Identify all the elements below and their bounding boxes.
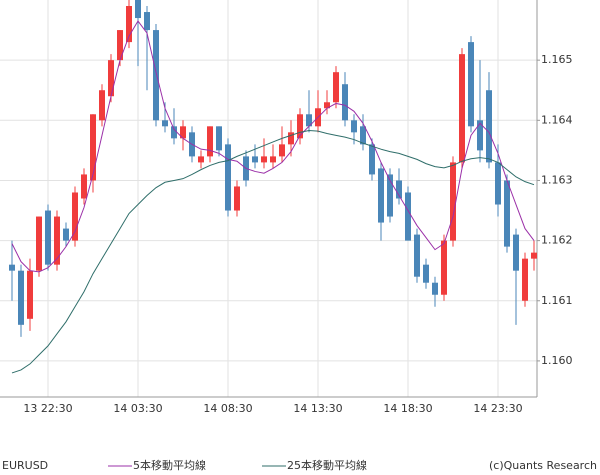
candle-body	[72, 192, 78, 241]
candle-body	[18, 270, 24, 325]
candle-body	[369, 144, 375, 175]
x-tick-label: 14 08:30	[203, 402, 252, 415]
candle-body	[288, 132, 294, 145]
candle-body	[360, 126, 366, 145]
credit: (c)Quants Research	[489, 459, 597, 472]
candle-body	[477, 120, 483, 151]
y-tick-label: 1.163	[541, 173, 573, 186]
candle-body	[9, 264, 15, 271]
candle-body	[450, 162, 456, 241]
y-tick-label: 1.164	[541, 113, 573, 126]
candle-body	[63, 228, 69, 241]
candle-body	[396, 180, 402, 199]
candle-body	[216, 126, 222, 151]
x-tick-label: 14 13:30	[293, 402, 342, 415]
candle-body	[459, 54, 465, 163]
candle-body	[180, 126, 186, 139]
candle-body	[531, 252, 537, 259]
candle-body	[162, 120, 168, 127]
y-tick-label: 1.165	[541, 53, 573, 66]
candle-body	[468, 42, 474, 127]
ma-line	[11, 20, 535, 273]
legend-label: 5本移動平均線	[133, 458, 206, 472]
candle-body	[432, 282, 438, 295]
candle-body	[342, 84, 348, 121]
x-tick-label: 14 23:30	[473, 402, 522, 415]
candle-body	[441, 240, 447, 295]
candle-body	[522, 258, 528, 301]
candle-body	[54, 216, 60, 265]
candle-body	[153, 30, 159, 121]
legend-label: 25本移動平均線	[287, 458, 367, 472]
candle-body	[351, 120, 357, 133]
candle-body	[108, 60, 114, 97]
candle-body	[117, 30, 123, 61]
candle-body	[378, 168, 384, 223]
candle-body	[36, 216, 42, 271]
candle-body	[144, 12, 150, 31]
candle-body	[486, 90, 492, 163]
candle-body	[126, 6, 132, 43]
candle-body	[225, 144, 231, 211]
candle-body	[423, 264, 429, 283]
candle-body	[45, 210, 51, 265]
candle-body	[333, 72, 339, 103]
candle-body	[513, 234, 519, 271]
symbol-label: EURUSD	[2, 459, 48, 472]
candle-body	[198, 156, 204, 163]
candle-body	[414, 234, 420, 277]
candle-body	[171, 126, 177, 139]
candle-body	[234, 186, 240, 211]
candle-body	[27, 270, 33, 319]
y-tick-label: 1.161	[541, 294, 573, 307]
candle-body	[252, 156, 258, 163]
ma-line	[11, 130, 535, 374]
candle-body	[495, 162, 501, 205]
candle-body	[279, 144, 285, 157]
candle-body	[270, 156, 276, 163]
candle-body	[81, 174, 87, 199]
y-tick-label: 1.162	[541, 234, 573, 247]
candle-body	[306, 114, 312, 127]
candle-body	[504, 180, 510, 247]
candle-body	[405, 192, 411, 241]
x-tick-label: 13 22:30	[23, 402, 72, 415]
candle-body	[99, 90, 105, 121]
candle-body	[324, 102, 330, 109]
candle-body	[387, 174, 393, 217]
y-tick-label: 1.160	[541, 354, 573, 367]
candle-body	[207, 126, 213, 157]
candle-body	[261, 156, 267, 163]
candle-body	[297, 114, 303, 139]
candle-body	[90, 114, 96, 181]
candle-body	[135, 0, 141, 19]
x-tick-label: 14 18:30	[383, 402, 432, 415]
x-tick-label: 14 03:30	[113, 402, 162, 415]
